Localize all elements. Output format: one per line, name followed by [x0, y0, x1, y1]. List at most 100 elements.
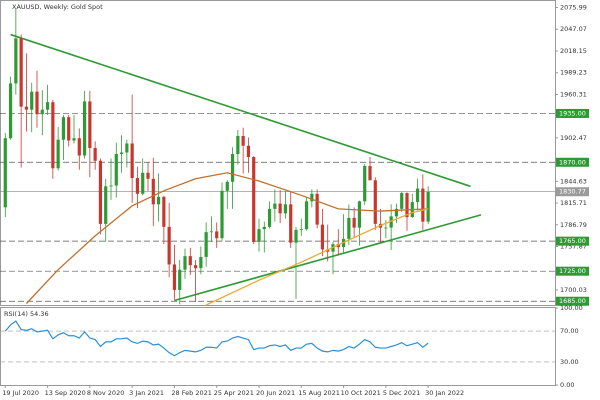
x-tick-label: 30 Jan 2022 — [425, 389, 464, 397]
rsi-panel — [0, 307, 556, 386]
y-tick-label: 1786.79 — [560, 221, 587, 229]
candle-body — [294, 229, 298, 243]
candle-body — [40, 109, 44, 115]
candle-body — [167, 226, 171, 265]
candle-body — [67, 117, 71, 141]
candle-body — [241, 135, 245, 146]
candle-body — [236, 135, 240, 155]
rsi-tick-label: 70.00 — [560, 327, 579, 335]
rsi-title: RSI(14) 54.36 — [4, 310, 49, 318]
candle-body — [273, 203, 277, 209]
candle-body — [104, 186, 108, 224]
x-tick-label: 19 Jul 2020 — [2, 389, 39, 397]
y-tick-label: 1700.03 — [560, 286, 587, 294]
trendline — [10, 33, 471, 188]
candle-body — [8, 83, 13, 139]
candle-body — [363, 166, 367, 202]
candle-body — [199, 256, 203, 269]
candle-body — [183, 256, 187, 270]
candle-body — [19, 38, 23, 107]
candle-body — [389, 216, 393, 228]
candle-body — [45, 102, 50, 110]
candle-body — [162, 196, 166, 227]
x-tick-label: 15 Aug 2021 — [298, 389, 340, 397]
y-tick-label: 1815.71 — [560, 199, 587, 207]
level-label-box — [556, 236, 589, 246]
y-tick-label: 2075.99 — [560, 4, 587, 12]
moving-average — [205, 208, 429, 306]
candle-body — [310, 193, 314, 202]
moving-average — [25, 172, 429, 304]
candle-body — [172, 264, 177, 290]
candle-body — [51, 102, 55, 169]
rsi-tick-label: 30.00 — [560, 358, 579, 366]
rsi-tick-label: 0.00 — [560, 381, 574, 389]
y-tick-label: 1902.47 — [560, 134, 587, 142]
candle-body — [141, 172, 145, 194]
candle-body — [262, 226, 266, 230]
y-tick-label: 1960.31 — [560, 90, 587, 98]
x-tick-label: 10 Oct 2021 — [341, 389, 381, 397]
candle-body — [130, 143, 134, 179]
y-tick-label: 1844.63 — [560, 177, 587, 185]
candle-body — [384, 227, 388, 229]
x-tick-label: 28 Feb 2021 — [171, 389, 211, 397]
x-tick-label: 20 Jun 2021 — [256, 389, 295, 397]
level-label: 1725.00 — [559, 267, 586, 275]
x-tick-label: 3 Jan 2021 — [129, 389, 164, 397]
candle-body — [299, 229, 303, 230]
candle-body — [373, 180, 377, 224]
candle-body — [56, 139, 60, 169]
candle-body — [125, 143, 129, 153]
x-tick-label: 13 Sep 2020 — [45, 389, 86, 397]
y-tick-label: 2047.07 — [560, 25, 587, 33]
level-label-box — [556, 266, 589, 276]
y-tick-label: 2018.15 — [560, 47, 587, 55]
candle-body — [156, 196, 161, 205]
candle-body — [135, 178, 140, 194]
candle-body — [357, 201, 362, 228]
candle-body — [88, 101, 92, 148]
y-tick-label: 1989.23 — [560, 69, 587, 77]
candle-body — [146, 172, 150, 179]
candle-body — [209, 231, 214, 233]
candle-body — [368, 166, 372, 181]
candle-body — [204, 232, 208, 257]
candle-body — [400, 193, 404, 209]
level-label: 1685.00 — [559, 297, 586, 305]
candle-body — [61, 117, 66, 140]
y-tick-label: 1757.87 — [560, 243, 587, 251]
x-tick-label: 5 Dec 2021 — [383, 389, 420, 397]
candle-body — [215, 231, 219, 239]
candle-body — [421, 188, 425, 222]
candle-body — [72, 138, 76, 141]
candle-body — [320, 224, 325, 250]
candle-body — [230, 154, 235, 182]
candle-body — [267, 208, 272, 227]
candle-body — [82, 101, 87, 156]
candle-body — [315, 193, 319, 225]
candle-body — [405, 193, 409, 218]
candle-body — [347, 217, 351, 239]
rsi-line — [4, 320, 429, 357]
candle-body — [109, 185, 113, 187]
candle-body — [35, 91, 39, 115]
candle-body — [304, 201, 309, 230]
x-tick-label: 8 Nov 2020 — [87, 389, 125, 397]
candle-body — [257, 229, 261, 242]
rsi-tick-label: 100.00 — [560, 304, 583, 312]
current-price-box — [556, 187, 589, 197]
candle-body — [426, 191, 430, 222]
candle-body — [3, 138, 7, 208]
level-label: 1870.00 — [559, 158, 586, 166]
candle-body — [24, 106, 29, 110]
level-label: 1935.00 — [559, 109, 586, 117]
candle-body — [289, 204, 293, 243]
current-price-label: 1830.77 — [559, 188, 586, 196]
level-label-box — [556, 108, 589, 118]
candle-body — [278, 203, 282, 214]
candle-body — [77, 138, 81, 156]
candle-body — [220, 190, 224, 239]
chart-title: XAUUSD, Weekly: Gold Spot — [12, 3, 103, 11]
candle-body — [225, 181, 229, 191]
